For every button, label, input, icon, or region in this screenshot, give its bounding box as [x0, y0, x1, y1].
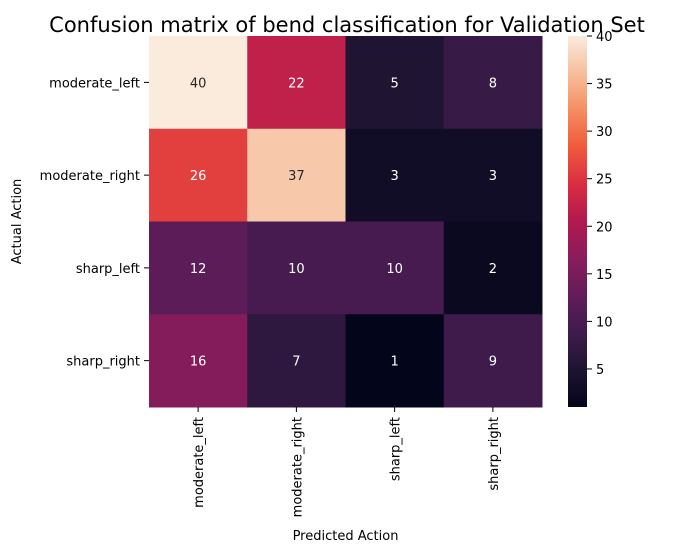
- heatmap-cell-r1-c3: [443, 128, 543, 222]
- heatmap-cell-r3-c0: [149, 314, 248, 408]
- x-axis-ticks: moderate_left moderate_right sharp_left sha…: [192, 407, 502, 517]
- cell-value-r0-c2: 5: [390, 76, 398, 91]
- heatmap-cell-r2-c2: [345, 221, 445, 315]
- heatmap-cell-r1-c0: [149, 128, 248, 222]
- colorbar-tick-label: 15: [596, 268, 613, 283]
- cell-value-r0-c1: 22: [288, 76, 305, 91]
- cell-value-r3-c1: 7: [292, 355, 300, 370]
- cell-value-r3-c3: 9: [489, 355, 497, 370]
- x-tick-label: moderate_right: [290, 417, 305, 517]
- cell-value-r1-c3: 3: [489, 169, 497, 184]
- y-axis-ticks: moderate_left moderate_right sharp_leftsha…: [40, 76, 149, 370]
- cell-value-r1-c0: 26: [190, 169, 207, 184]
- colorbar-tick-label: 40: [596, 30, 613, 45]
- colorbar: [568, 36, 587, 407]
- cell-value-r3-c0: 16: [190, 355, 207, 370]
- x-tick-label: moderate_left: [192, 417, 207, 508]
- cell-value-r0-c0: 40: [190, 76, 207, 91]
- y-axis-label: Actual Action: [10, 179, 25, 265]
- cell-value-r2-c1: 10: [288, 262, 305, 277]
- heatmap-cell-r0-c2: [345, 36, 445, 130]
- heatmap-cell-r2-c0: [149, 221, 248, 315]
- y-tick-label: moderate_left: [49, 76, 140, 91]
- colorbar-tick-label: 30: [596, 125, 613, 140]
- colorbar-tick-label: 20: [596, 220, 613, 235]
- x-tick-label: sharp_left: [389, 417, 404, 481]
- heatmap-cell-r3-c3: [443, 314, 543, 408]
- colorbar-tick-label: 25: [596, 173, 613, 188]
- cell-value-r3-c2: 1: [390, 355, 398, 370]
- heatmap-cells: [149, 36, 543, 408]
- heatmap-cell-r2-c1: [247, 221, 346, 315]
- cell-value-r2-c3: 2: [489, 262, 497, 277]
- heatmap-cell-r0-c3: [443, 36, 543, 130]
- chart-title: Confusion matrix of bend classification …: [49, 13, 645, 37]
- heatmap-cell-r2-c3: [443, 221, 543, 315]
- y-tick-label: moderate_right: [40, 169, 140, 184]
- x-tick-label: sharp_right: [487, 417, 502, 491]
- cell-value-r1-c1: 37: [288, 169, 305, 184]
- colorbar-tick-label: 5: [596, 363, 604, 378]
- cell-value-r2-c2: 10: [386, 262, 403, 277]
- colorbar-tick-label: 10: [596, 315, 613, 330]
- heatmap-cell-r3-c2: [345, 314, 445, 408]
- cell-value-r1-c2: 3: [390, 169, 398, 184]
- heatmap-cell-labels: 40 22 5 8 26 37 3 3 12 10 10 2 16 7 1 9: [190, 76, 497, 369]
- cell-value-r2-c0: 12: [190, 262, 207, 277]
- heatmap-cell-r1-c2: [345, 128, 445, 222]
- heatmap-cell-r3-c1: [247, 314, 346, 408]
- y-tick-label: sharp_left: [76, 262, 140, 277]
- colorbar-tick-label: 35: [596, 78, 613, 93]
- colorbar-ticks: 5 10 15 20 25 30 35 40: [587, 30, 613, 378]
- heatmap-cell-r0-c0: [149, 36, 248, 130]
- heatmap-cell-r0-c1: [247, 36, 346, 130]
- x-axis-label: Predicted Action: [293, 529, 399, 544]
- y-tick-label: sharp_right: [66, 355, 140, 370]
- heatmap-cell-r1-c1: [247, 128, 346, 222]
- cell-value-r0-c3: 8: [489, 76, 497, 91]
